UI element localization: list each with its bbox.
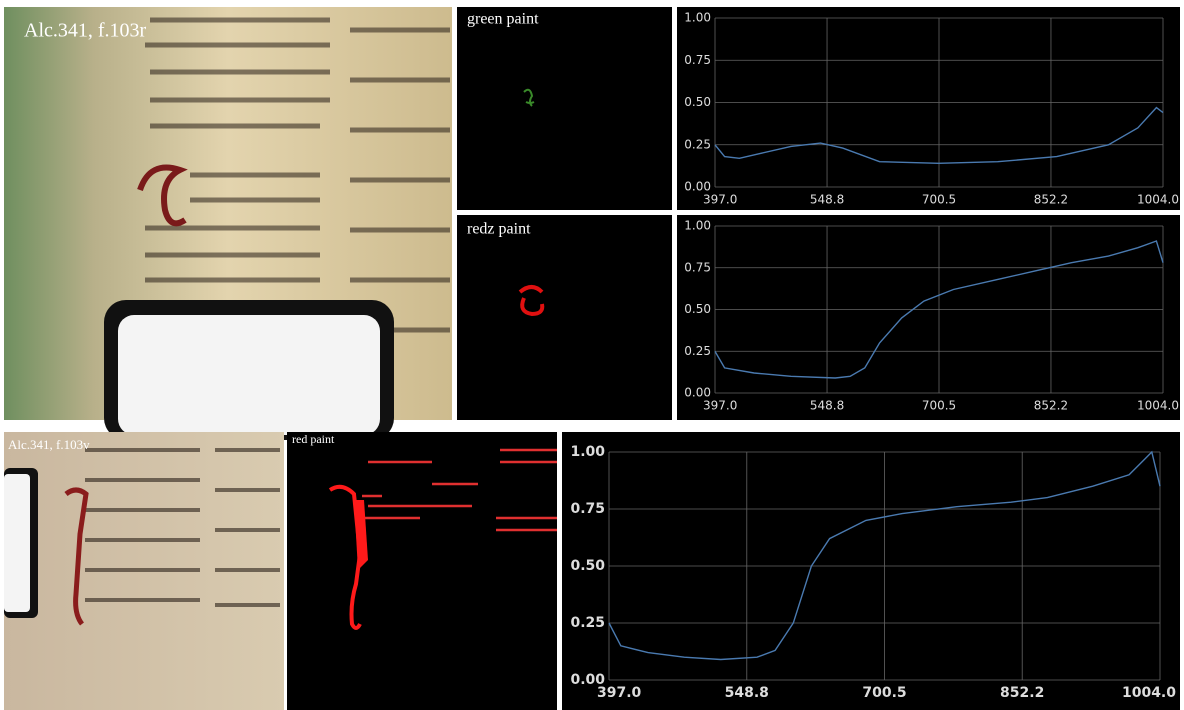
x-tick-label: 852.2 (1034, 399, 1068, 413)
x-tick-label: 700.5 (862, 685, 906, 701)
x-tick-label: 548.8 (810, 193, 844, 207)
photo-label: Alc.341, f.103r (24, 20, 147, 42)
y-tick-label: 1.00 (684, 219, 711, 233)
x-tick-label: 548.8 (810, 399, 844, 413)
chart-bg (677, 215, 1180, 420)
x-tick-label: 397.0 (703, 399, 737, 413)
figure: Alc.341, f.103r Alc.341, f.103v green pa… (0, 0, 1184, 710)
chart-title: green paint (467, 11, 539, 28)
reference-card-white (118, 315, 380, 435)
x-tick-label: 1004.0 (1137, 193, 1179, 207)
y-tick-label: 0.00 (684, 180, 711, 194)
x-tick-label: 700.5 (922, 399, 956, 413)
x-tick-label: 548.8 (725, 685, 769, 701)
y-tick-label: 0.25 (684, 137, 711, 151)
x-tick-label: 1004.0 (1122, 685, 1176, 701)
mask-panel (457, 215, 672, 420)
photo-label: Alc.341, f.103v (8, 437, 90, 452)
chart-bg (677, 7, 1180, 210)
reference-card-white (4, 474, 30, 612)
y-tick-label: 0.25 (684, 344, 711, 358)
y-tick-label: 0.75 (684, 53, 711, 67)
x-tick-label: 1004.0 (1137, 399, 1179, 413)
y-tick-label: 1.00 (684, 11, 711, 25)
mask-panel (457, 7, 672, 210)
chart-title: red paint (292, 432, 335, 446)
x-tick-label: 397.0 (597, 685, 642, 701)
y-tick-label: 0.75 (684, 260, 711, 274)
chart-title: redz paint (467, 221, 531, 238)
x-tick-label: 852.2 (1000, 685, 1044, 701)
x-tick-label: 397.0 (703, 193, 737, 207)
y-tick-label: 0.00 (684, 386, 711, 400)
y-tick-label: 0.50 (570, 558, 605, 574)
y-tick-label: 0.50 (684, 302, 711, 316)
y-tick-label: 1.00 (570, 444, 605, 460)
y-tick-label: 0.25 (570, 615, 605, 631)
y-tick-label: 0.50 (684, 95, 711, 109)
x-tick-label: 852.2 (1034, 193, 1068, 207)
y-tick-label: 0.75 (570, 501, 605, 517)
x-tick-label: 700.5 (922, 193, 956, 207)
mask-panel (287, 432, 557, 710)
chart-bg (562, 432, 1180, 710)
